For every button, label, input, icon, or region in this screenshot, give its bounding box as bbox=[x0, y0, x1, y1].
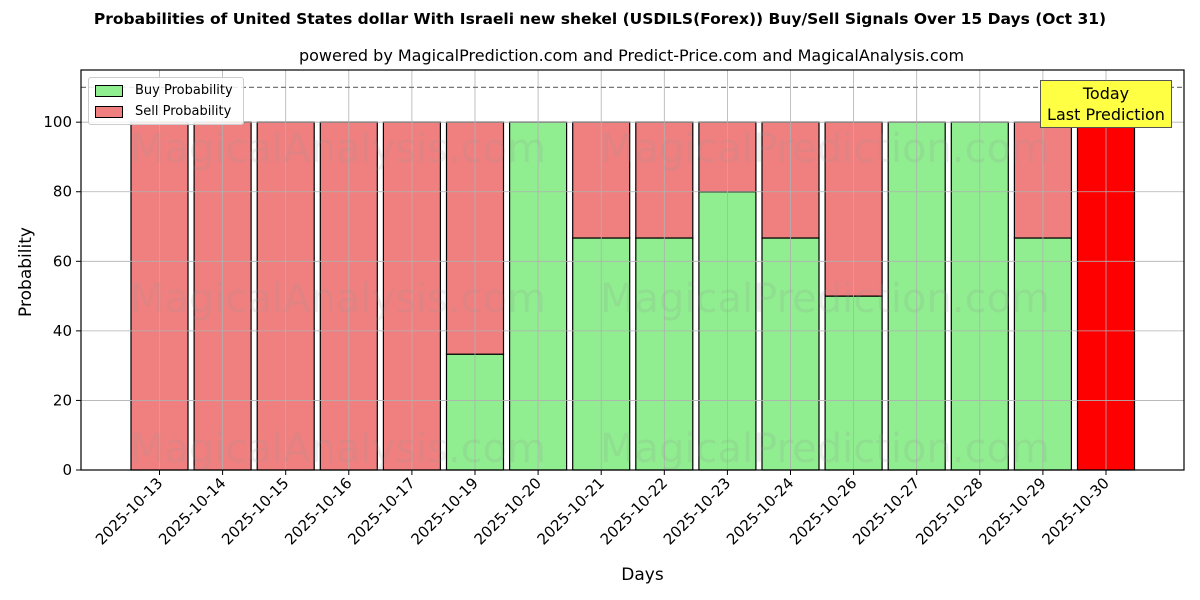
x-tick-label: 2025-10-14 bbox=[155, 474, 229, 548]
watermark: MagicalPrediction.com bbox=[600, 126, 1050, 172]
sell-swatch-icon bbox=[95, 105, 123, 118]
x-tick-label: 2025-10-15 bbox=[218, 474, 292, 548]
y-tick-label: 100 bbox=[43, 113, 72, 131]
x-tick-label: 2025-10-17 bbox=[344, 474, 418, 548]
watermark: MagicalPrediction.com bbox=[600, 276, 1050, 322]
legend-item-sell: Sell Probability bbox=[95, 104, 231, 119]
legend-item-buy: Buy Probability bbox=[95, 83, 233, 98]
x-tick-label: 2025-10-23 bbox=[660, 474, 734, 548]
x-tick-label: 2025-10-27 bbox=[849, 474, 923, 548]
x-tick-label: 2025-10-16 bbox=[281, 474, 355, 548]
legend-buy-label: Buy Probability bbox=[135, 83, 233, 98]
legend-sell-label: Sell Probability bbox=[135, 104, 232, 119]
y-tick-label: 20 bbox=[53, 391, 72, 409]
annotation-line2: Last Prediction bbox=[1047, 105, 1165, 124]
today-annotation: Today Last Prediction bbox=[1040, 80, 1172, 128]
legend: Buy Probability Sell Probability bbox=[88, 77, 244, 125]
annotation-line1: Today bbox=[1082, 84, 1130, 103]
x-tick-label: 2025-10-28 bbox=[912, 474, 986, 548]
x-tick-label: 2025-10-21 bbox=[534, 474, 608, 548]
y-tick-label: 60 bbox=[53, 252, 72, 270]
x-tick-label: 2025-10-22 bbox=[597, 474, 671, 548]
y-tick-label: 40 bbox=[53, 322, 72, 340]
x-tick-label: 2025-10-24 bbox=[723, 474, 797, 548]
chart-subtitle: powered by MagicalPrediction.com and Pre… bbox=[298, 46, 965, 65]
plot-frame bbox=[80, 69, 1185, 471]
watermark: MagicalAnalysis.com bbox=[130, 276, 546, 322]
buy-swatch-icon bbox=[95, 84, 123, 97]
watermark: MagicalAnalysis.com bbox=[130, 126, 546, 172]
y-tick-label: 0 bbox=[62, 461, 72, 479]
x-tick-label: 2025-10-26 bbox=[786, 474, 860, 548]
x-tick-label: 2025-10-20 bbox=[471, 474, 545, 548]
watermark: MagicalPrediction.com bbox=[600, 426, 1050, 472]
x-tick-label: 2025-10-13 bbox=[92, 474, 166, 548]
x-axis-label: Days bbox=[621, 565, 664, 585]
watermark: MagicalAnalysis.com bbox=[130, 426, 546, 472]
x-tick-label: 2025-10-30 bbox=[1038, 474, 1112, 548]
y-axis-label: Probability bbox=[16, 227, 36, 317]
x-tick-label: 2025-10-19 bbox=[407, 474, 481, 548]
x-tick-label: 2025-10-29 bbox=[975, 474, 1049, 548]
y-tick-label: 80 bbox=[53, 183, 72, 201]
chart-title: Probabilities of United States dollar Wi… bbox=[93, 10, 1107, 28]
